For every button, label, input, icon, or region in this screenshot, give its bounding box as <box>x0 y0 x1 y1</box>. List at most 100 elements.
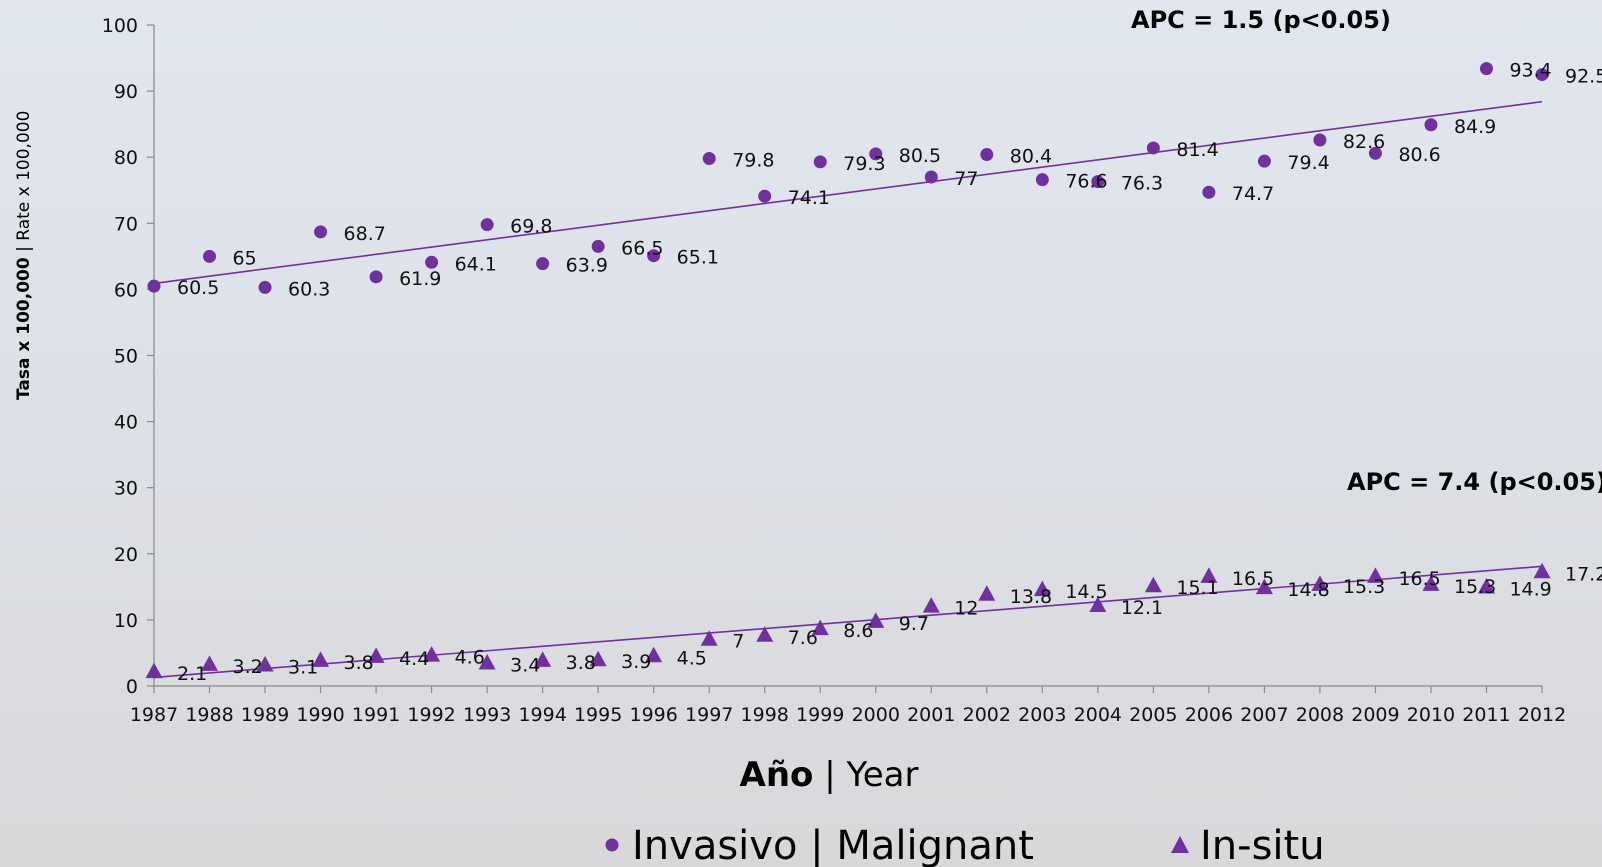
data-label-insitu: 3.4 <box>510 655 540 677</box>
x-tick-label: 2006 <box>1185 704 1233 726</box>
point-insitu <box>1366 567 1384 583</box>
data-label-invasive: 79.4 <box>1287 152 1329 174</box>
point-insitu <box>312 651 330 667</box>
x-tick-label: 1990 <box>296 704 344 726</box>
x-tick-label: 2001 <box>907 704 955 726</box>
data-label-insitu: 15.1 <box>1176 577 1218 599</box>
point-insitu <box>811 619 829 636</box>
data-label-insitu: 7 <box>732 631 744 653</box>
legend-item-invasive: Invasivo | Malignant <box>605 823 1034 867</box>
legend-label-invasive: Invasivo | Malignant <box>632 823 1034 867</box>
data-label-invasive: 74.1 <box>788 187 830 209</box>
x-tick-label: 1999 <box>796 704 844 726</box>
data-label-invasive: 66.5 <box>621 237 663 259</box>
data-label-insitu: 17.2 <box>1565 563 1602 585</box>
y-tick-label: 60 <box>114 279 138 301</box>
data-label-insitu: 3.9 <box>621 651 651 673</box>
trendline-insitu <box>153 565 1543 679</box>
y-tick-label: 10 <box>114 610 138 632</box>
x-tick-label: 2004 <box>1074 704 1122 726</box>
point-insitu <box>145 662 163 679</box>
point-invasive <box>1424 118 1438 132</box>
data-label-invasive: 64.1 <box>455 253 497 275</box>
y-tick-label: 100 <box>102 15 138 37</box>
point-invasive <box>1257 154 1271 168</box>
data-label-insitu: 14.5 <box>1065 581 1107 603</box>
x-tick-label: 1991 <box>352 704 400 726</box>
point-insitu <box>256 656 274 672</box>
y-tick-label: 90 <box>114 81 138 103</box>
point-invasive <box>425 255 439 269</box>
x-tick-label: 1987 <box>130 704 178 726</box>
data-label-invasive: 69.8 <box>510 216 552 238</box>
point-invasive <box>702 152 716 166</box>
point-insitu <box>1144 576 1162 593</box>
data-label-invasive: 61.9 <box>399 268 441 290</box>
data-label-insitu: 15.3 <box>1343 576 1385 598</box>
y-tick-label: 50 <box>114 346 138 368</box>
data-label-insitu: 3.2 <box>233 656 263 678</box>
x-tick-label: 1993 <box>463 704 511 726</box>
data-label-invasive: 68.7 <box>344 223 386 245</box>
x-tick-label: 2005 <box>1129 704 1177 726</box>
point-invasive <box>1146 141 1160 155</box>
point-insitu <box>589 650 607 667</box>
point-insitu <box>423 646 441 662</box>
point-invasive <box>1035 173 1049 187</box>
point-invasive <box>147 279 161 293</box>
data-label-invasive: 76.6 <box>1065 171 1107 193</box>
x-tick-label: 2010 <box>1407 704 1455 726</box>
data-label-invasive: 60.3 <box>288 278 330 300</box>
point-invasive <box>203 249 217 263</box>
data-label-insitu: 7.6 <box>788 627 818 649</box>
point-invasive <box>1091 175 1105 189</box>
legend: Invasivo | Malignant In-situ <box>605 823 1325 867</box>
point-insitu <box>201 655 219 671</box>
y-tick-label: 0 <box>126 676 138 698</box>
point-insitu <box>645 646 663 663</box>
data-label-insitu: 13.8 <box>1010 586 1052 608</box>
axes: 0 10 20 30 40 50 60 70 80 90 100 1987 1988 1989 1990 19… <box>102 15 1566 726</box>
point-invasive <box>813 155 827 169</box>
data-label-invasive: 93.4 <box>1509 60 1551 82</box>
data-label-insitu: 14.8 <box>1287 579 1329 601</box>
legend-circle-marker <box>605 838 619 852</box>
point-insitu <box>1311 575 1329 591</box>
data-label-insitu: 3.8 <box>566 652 596 674</box>
data-label-invasive: 60.5 <box>177 277 219 299</box>
data-label-insitu: 16.5 <box>1398 568 1440 590</box>
annotation-insitu: APC = 7.4 (p<0.05) <box>1347 468 1602 496</box>
data-label-invasive: 74.7 <box>1232 183 1274 205</box>
trendline-invasive <box>153 100 1543 285</box>
data-label-invasive: 79.3 <box>843 153 885 175</box>
data-label-insitu: 8.6 <box>843 620 873 642</box>
x-tick-label: 2008 <box>1296 704 1344 726</box>
data-label-invasive: 80.5 <box>899 145 941 167</box>
x-tick-label: 1998 <box>741 704 789 726</box>
point-insitu <box>367 647 385 663</box>
point-insitu <box>756 626 774 642</box>
point-insitu <box>478 654 496 670</box>
point-invasive <box>1368 146 1382 160</box>
point-insitu <box>922 597 940 613</box>
x-tick-label: 2000 <box>852 704 900 726</box>
y-tick-label: 40 <box>114 412 138 434</box>
x-tick-label: 2002 <box>963 704 1011 726</box>
point-invasive <box>980 148 994 162</box>
point-insitu <box>534 651 552 667</box>
data-label-invasive: 81.4 <box>1176 139 1218 161</box>
x-tick-label: 2012 <box>1518 704 1566 726</box>
point-invasive <box>869 147 883 161</box>
data-marks <box>145 62 1551 679</box>
x-tick-label: 1992 <box>407 704 455 726</box>
x-tick-label: 2007 <box>1240 704 1288 726</box>
point-insitu <box>1533 562 1551 579</box>
data-label-invasive: 76.3 <box>1121 173 1163 195</box>
data-label-insitu: 9.7 <box>899 613 929 635</box>
data-label-insitu: 12.1 <box>1121 597 1163 619</box>
legend-item-insitu: In-situ <box>1171 823 1325 867</box>
data-label-insitu: 3.8 <box>344 652 374 674</box>
data-label-insitu: 2.1 <box>177 663 207 685</box>
data-label-invasive: 77 <box>954 168 978 190</box>
